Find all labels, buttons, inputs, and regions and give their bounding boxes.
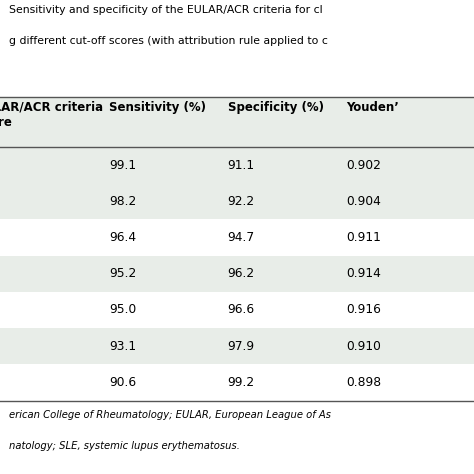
Text: 91.1: 91.1 — [228, 159, 255, 172]
Text: 95.0: 95.0 — [109, 303, 136, 317]
Text: g different cut-off scores (with attribution rule applied to c: g different cut-off scores (with attribu… — [9, 36, 328, 46]
Text: 96.4: 96.4 — [109, 231, 136, 244]
Text: 99.1: 99.1 — [109, 159, 136, 172]
Bar — [0, 328, 474, 365]
Text: 99.2: 99.2 — [228, 376, 255, 389]
Text: 92.2: 92.2 — [228, 195, 255, 208]
Text: erican College of Rheumatology; EULAR, European League of As: erican College of Rheumatology; EULAR, E… — [9, 410, 331, 420]
Text: Youden’: Youden’ — [346, 101, 399, 114]
Text: Sensitivity and specificity of the EULAR/ACR criteria for cl: Sensitivity and specificity of the EULAR… — [9, 5, 323, 15]
Bar — [0, 183, 474, 219]
Text: EULAR/ACR criteria
score: EULAR/ACR criteria score — [0, 101, 103, 129]
Text: 98.2: 98.2 — [109, 195, 136, 208]
Text: 0.902: 0.902 — [346, 159, 381, 172]
Text: Sensitivity (%): Sensitivity (%) — [109, 101, 206, 114]
Text: 0.898: 0.898 — [346, 376, 381, 389]
Text: 96.2: 96.2 — [228, 267, 255, 280]
Text: 96.6: 96.6 — [228, 303, 255, 317]
Text: 93.1: 93.1 — [109, 340, 136, 353]
Text: 95.2: 95.2 — [109, 267, 136, 280]
Text: Specificity (%): Specificity (%) — [228, 101, 324, 114]
Text: 0.904: 0.904 — [346, 195, 381, 208]
Text: 94.7: 94.7 — [228, 231, 255, 244]
Text: 0.914: 0.914 — [346, 267, 381, 280]
Text: 0.911: 0.911 — [346, 231, 381, 244]
Text: 90.6: 90.6 — [109, 376, 136, 389]
Text: natology; SLE, systemic lupus erythematosus.: natology; SLE, systemic lupus erythemato… — [9, 441, 240, 451]
Text: 0.916: 0.916 — [346, 303, 381, 317]
Text: 97.9: 97.9 — [228, 340, 255, 353]
Text: 0.910: 0.910 — [346, 340, 381, 353]
Bar — [0, 255, 474, 292]
Bar — [0, 147, 474, 183]
